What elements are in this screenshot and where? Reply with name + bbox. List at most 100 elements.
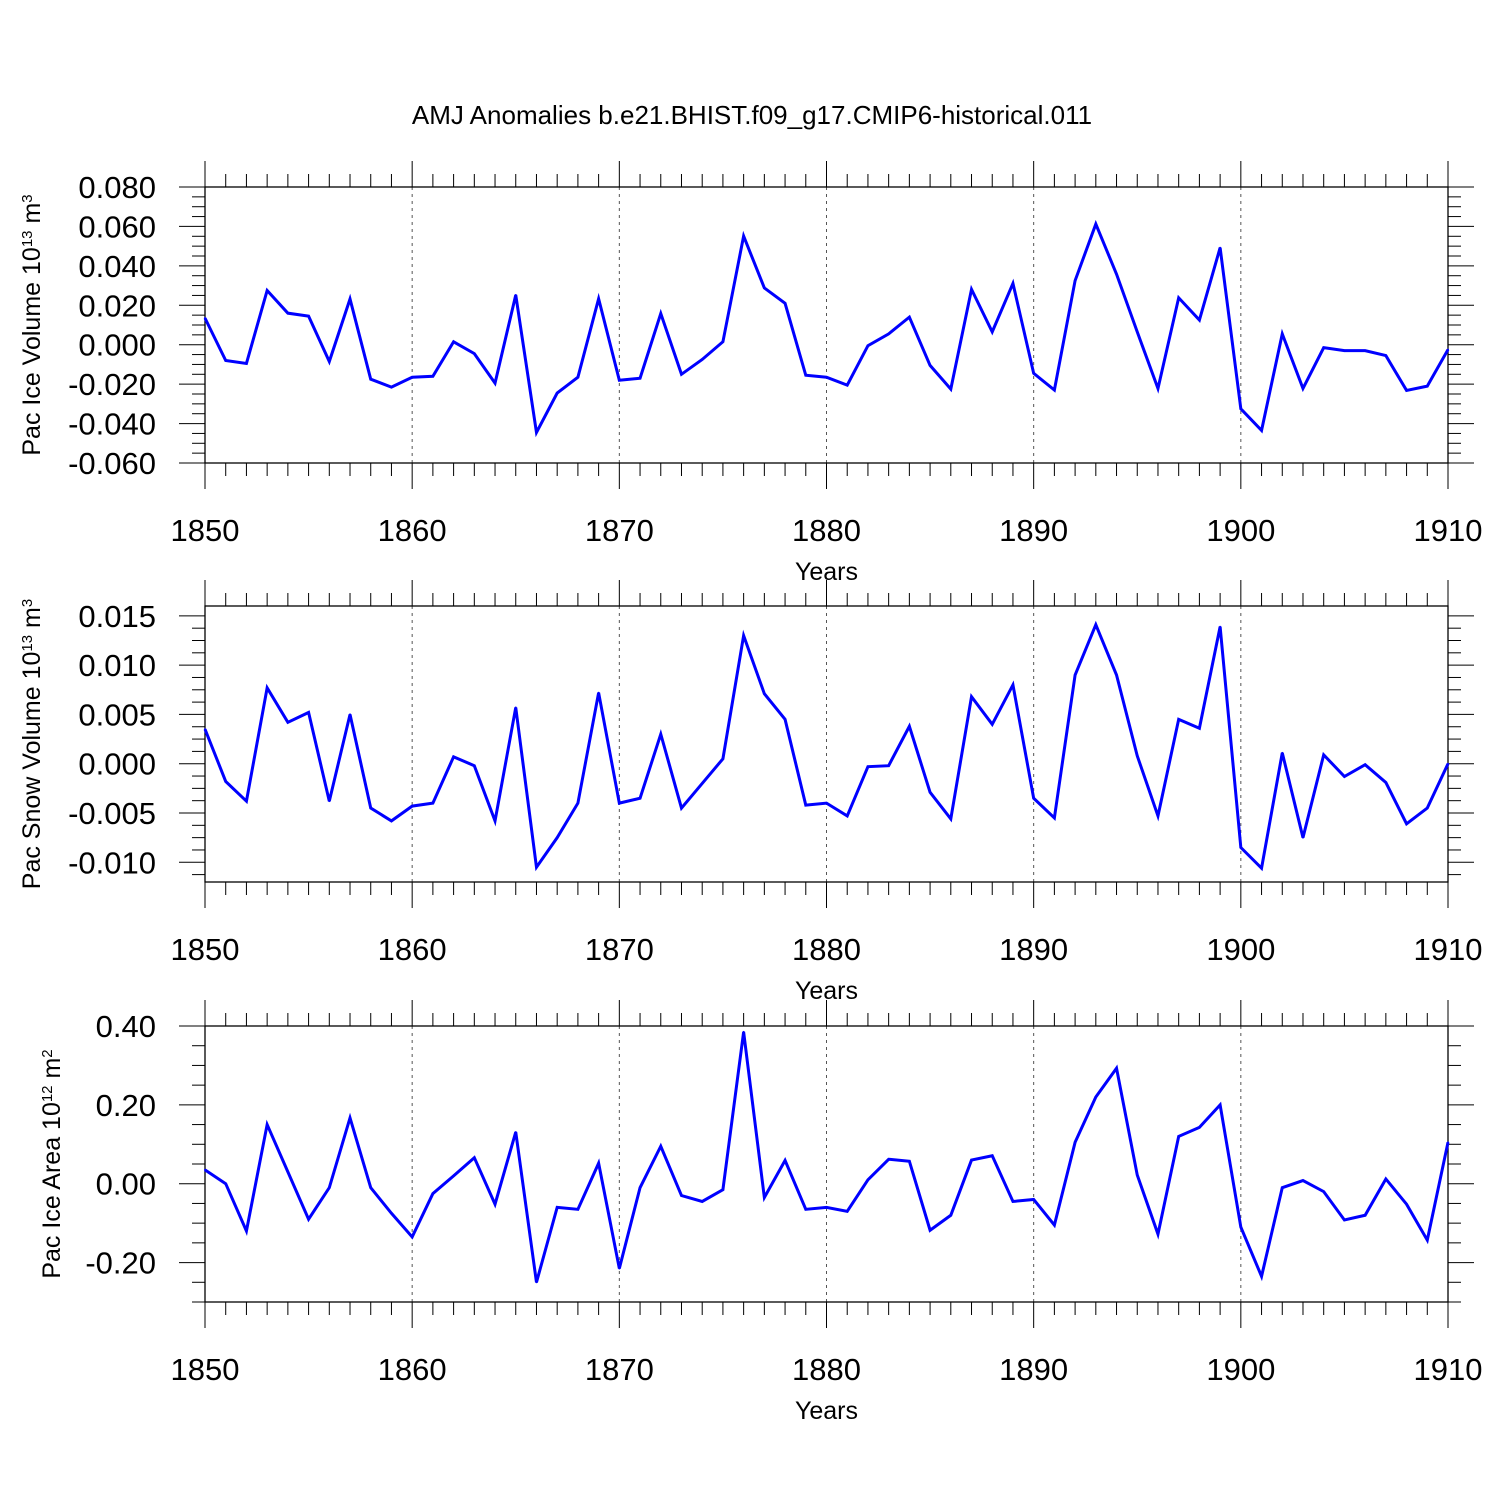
data-point <box>991 330 994 333</box>
data-point <box>452 340 455 343</box>
data-point <box>514 1131 517 1134</box>
data-point <box>494 382 497 385</box>
data-point <box>1405 389 1408 392</box>
data-point <box>701 782 704 785</box>
data-point <box>804 374 807 377</box>
x-tick-label: 1860 <box>378 1352 447 1387</box>
y-tick-label: 0.00 <box>96 1167 156 1202</box>
data-point <box>1156 1233 1159 1236</box>
data-point <box>328 360 331 363</box>
y-tick-label: -0.005 <box>68 796 156 831</box>
data-point <box>991 1154 994 1157</box>
data-point <box>431 802 434 805</box>
y-axis-label: Pac Snow Volume 1013 m3 <box>18 599 46 889</box>
chart-title: AMJ Anomalies b.e21.BHIST.f09_g17.CMIP6-… <box>412 100 1092 130</box>
data-point <box>224 780 227 783</box>
data-point <box>742 235 745 238</box>
data-point <box>1426 1239 1429 1242</box>
data-point <box>680 373 683 376</box>
data-point <box>1136 1174 1139 1177</box>
data-point <box>1219 1103 1222 1106</box>
x-tick-label: 1890 <box>999 932 1068 967</box>
data-point <box>266 1123 269 1126</box>
data-point <box>1426 385 1429 388</box>
data-point <box>473 1156 476 1159</box>
data-point <box>245 362 248 365</box>
y-tick-label: 0.040 <box>78 249 156 284</box>
data-point <box>1447 348 1449 351</box>
data-point <box>1074 674 1077 676</box>
data-point <box>1260 429 1263 432</box>
data-point <box>328 800 331 803</box>
data-point <box>1198 1126 1201 1129</box>
data-point <box>970 1159 973 1162</box>
plot-frame <box>204 605 1449 883</box>
data-point <box>1177 296 1180 299</box>
y-axis-label-part: 13 <box>19 635 36 652</box>
x-tick-label: 1910 <box>1414 1352 1483 1387</box>
y-tick-label: 0.020 <box>78 288 156 323</box>
data-point <box>618 1267 621 1270</box>
data-point <box>1219 625 1222 628</box>
data-point <box>1364 349 1367 352</box>
data-point <box>929 1229 932 1232</box>
data-point <box>784 718 787 721</box>
data-point <box>1177 718 1180 721</box>
data-point <box>1426 807 1429 810</box>
data-point <box>286 312 289 315</box>
x-tick-label: 1890 <box>999 1352 1068 1387</box>
data-point <box>639 797 642 800</box>
data-point <box>224 359 227 362</box>
data-point <box>576 802 579 805</box>
data-point <box>1198 727 1201 730</box>
data-point <box>1136 330 1139 333</box>
y-axis-label-part: Pac Snow Volume 10 <box>18 652 46 890</box>
x-axis-label: Years <box>795 1397 858 1425</box>
data-point <box>266 686 269 689</box>
data-point <box>1198 319 1201 322</box>
data-point <box>1094 623 1097 626</box>
data-point <box>866 344 869 347</box>
data-point <box>721 1188 724 1191</box>
data-point <box>431 375 434 378</box>
x-tick-label: 1900 <box>1206 513 1275 548</box>
data-point <box>887 1158 890 1161</box>
x-tick-label: 1870 <box>585 1352 654 1387</box>
data-point <box>245 1230 248 1233</box>
data-point <box>390 386 393 389</box>
data-point <box>1384 781 1387 784</box>
data-point <box>452 755 455 758</box>
data-point <box>1281 332 1284 335</box>
data-point <box>908 1160 911 1163</box>
x-tick-label: 1910 <box>1414 513 1483 548</box>
data-point <box>991 723 994 726</box>
data-point <box>307 315 310 318</box>
plot-frame <box>204 1025 1449 1303</box>
y-tick-label: 0.005 <box>78 697 156 732</box>
x-tick-label: 1880 <box>792 1352 861 1387</box>
data-point <box>1281 1186 1284 1189</box>
data-point <box>1405 822 1408 825</box>
y-axis-label: Pac Ice Area 1012 m2 <box>38 1049 66 1278</box>
data-point <box>1156 387 1159 390</box>
data-point <box>949 817 952 820</box>
data-point <box>763 286 766 289</box>
x-tick-label: 1850 <box>171 1352 240 1387</box>
data-point <box>1053 816 1056 819</box>
y-axis-label-part: Pac Ice Area 10 <box>38 1102 66 1279</box>
data-point <box>846 1210 849 1213</box>
data-point <box>1239 846 1242 849</box>
data-point <box>659 312 662 315</box>
panel-1: 0.080 0.060 0.040 0.020 0.000 -0.020 -0.040 -0.… <box>18 161 1482 586</box>
data-point <box>1364 763 1367 766</box>
data-point <box>535 431 538 434</box>
data-point <box>1115 674 1118 676</box>
data-point <box>659 733 662 736</box>
data-point <box>204 728 206 731</box>
data-point <box>576 376 579 379</box>
data-point <box>1032 797 1035 800</box>
data-point <box>1343 349 1346 352</box>
data-point <box>929 791 932 794</box>
x-tick-label: 1850 <box>171 513 240 548</box>
